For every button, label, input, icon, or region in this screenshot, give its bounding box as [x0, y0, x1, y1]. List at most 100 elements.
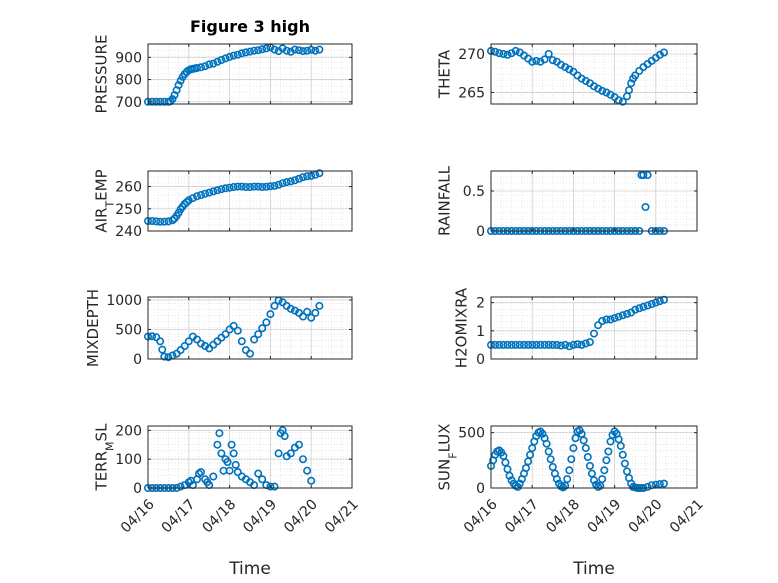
data-point [528, 57, 537, 66]
data-point [563, 475, 572, 484]
data-point [227, 440, 236, 449]
data-point [274, 180, 283, 189]
data-point [294, 174, 303, 183]
x-axis-label: Time [572, 559, 615, 579]
x-tick-label: 04/21 [322, 496, 362, 536]
data-point [225, 52, 234, 61]
data-point [307, 476, 316, 485]
x-tick-label: 04/19 [240, 496, 280, 536]
data-point [246, 349, 255, 358]
data-point [511, 340, 520, 349]
data-point [643, 482, 652, 491]
y-tick-label: 250 [115, 202, 142, 218]
data-point [491, 340, 500, 349]
data-point [495, 446, 504, 455]
data-point [643, 171, 652, 180]
data-point [217, 55, 226, 64]
data-point [182, 198, 191, 207]
data-point [254, 182, 263, 191]
x-tick-label: 04/18 [200, 496, 240, 536]
data-point [258, 45, 267, 54]
y-tick-label: 0 [476, 224, 485, 240]
data-point [303, 466, 312, 475]
data-point [164, 353, 173, 362]
data-point [561, 340, 570, 349]
x-tick-label: 04/16 [461, 496, 501, 536]
data-point [286, 449, 295, 458]
data-point [577, 340, 586, 349]
y-tick-label: 260 [115, 180, 142, 196]
data-point [499, 340, 508, 349]
subplot-4: 0 0.5 RAINFALL [436, 165, 698, 240]
data-point [311, 46, 320, 55]
data-point [583, 452, 592, 461]
data-point [241, 183, 250, 192]
y-axis-label: TERRMSL [93, 423, 117, 492]
data-point [659, 479, 668, 488]
data-point [233, 50, 242, 59]
data-point [303, 172, 312, 181]
data-point [176, 346, 185, 355]
data-point [193, 192, 202, 201]
data-point [569, 340, 578, 349]
data-point [524, 340, 533, 349]
data-point [544, 49, 553, 58]
data-point [215, 429, 224, 438]
data-point [511, 46, 520, 55]
data-point [585, 338, 594, 347]
data-point [270, 301, 279, 310]
data-point [546, 455, 555, 464]
data-point [225, 183, 234, 192]
data-point [225, 466, 234, 475]
data-point [197, 191, 206, 200]
data-point [290, 176, 299, 185]
data-point [581, 444, 590, 453]
y-tick-label: 0 [133, 352, 142, 368]
data-point [148, 217, 157, 226]
data-point [311, 308, 320, 317]
data-point [290, 45, 299, 54]
y-tick-label: 200 [115, 423, 142, 439]
data-point [540, 340, 549, 349]
data-point [298, 312, 307, 321]
data-point [152, 333, 161, 342]
data-point [503, 50, 512, 59]
data-point [515, 479, 524, 488]
data-point [315, 45, 324, 54]
data-point [600, 466, 609, 475]
data-point [618, 97, 627, 106]
data-point [587, 469, 596, 478]
data-point [254, 46, 263, 55]
data-point [569, 444, 578, 453]
data-point [618, 450, 627, 459]
data-point [298, 173, 307, 182]
data-point [229, 449, 238, 458]
x-tick-label: 04/21 [667, 496, 707, 536]
data-point [552, 475, 561, 484]
data-point [561, 481, 570, 490]
data-point [635, 304, 644, 313]
x-tick-label: 04/18 [543, 496, 583, 536]
data-point [250, 46, 259, 55]
data-point [594, 321, 603, 330]
data-point [209, 59, 218, 68]
data-point [233, 182, 242, 191]
data-point [231, 460, 240, 469]
x-tick-label: 04/20 [281, 496, 321, 536]
x-tick-label: 04/20 [626, 496, 666, 536]
data-point [581, 339, 590, 348]
data-point [229, 51, 238, 60]
data-point [274, 449, 283, 458]
data-point [148, 332, 157, 341]
axes-box [490, 425, 698, 489]
y-tick-label: 0 [476, 481, 485, 497]
data-point [156, 337, 165, 346]
data-point [315, 301, 324, 310]
data-point [596, 481, 605, 490]
chart-title: Figure 3 high [190, 17, 310, 36]
x-axis-label: Time [228, 559, 271, 579]
y-axis-label: RAINFALL [436, 165, 454, 236]
data-point [188, 194, 197, 203]
data-point [168, 216, 177, 225]
